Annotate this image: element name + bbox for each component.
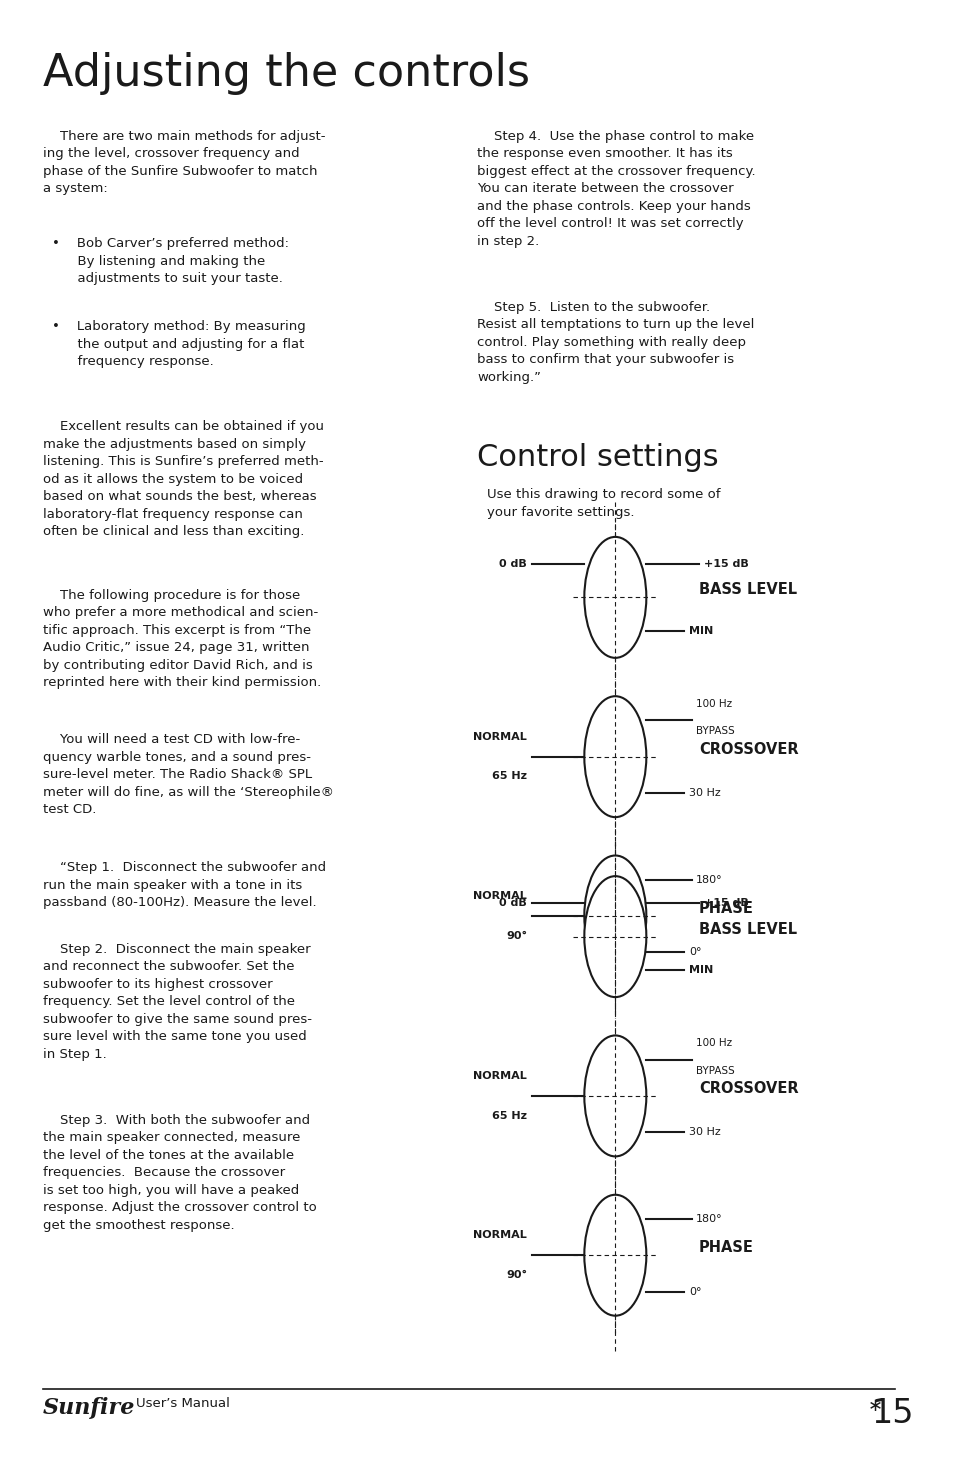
Text: 0°: 0° (688, 947, 701, 957)
Text: 180°: 180° (696, 1214, 721, 1224)
Text: 90°: 90° (505, 931, 526, 941)
Text: PHASE: PHASE (698, 901, 753, 916)
Text: 90°: 90° (505, 1270, 526, 1280)
Text: 30 Hz: 30 Hz (688, 788, 720, 798)
Text: “Step 1.  Disconnect the subwoofer and
run the main speaker with a tone in its
p: “Step 1. Disconnect the subwoofer and ru… (43, 861, 326, 910)
Text: BYPASS: BYPASS (696, 1065, 734, 1075)
Text: 100 Hz: 100 Hz (696, 699, 731, 708)
Text: NORMAL: NORMAL (473, 1230, 526, 1240)
Text: ∗: ∗ (867, 1397, 882, 1415)
Text: BASS LEVEL: BASS LEVEL (698, 922, 796, 937)
Text: 15: 15 (870, 1397, 913, 1429)
Text: You will need a test CD with low-fre-
quency warble tones, and a sound pres-
sur: You will need a test CD with low-fre- qu… (43, 733, 334, 816)
Text: 0°: 0° (688, 1286, 701, 1297)
Text: •    Laboratory method: By measuring
      the output and adjusting for a flat
 : • Laboratory method: By measuring the ou… (52, 320, 306, 369)
Ellipse shape (583, 537, 646, 658)
Text: Adjusting the controls: Adjusting the controls (43, 52, 529, 94)
Text: 180°: 180° (696, 875, 721, 885)
Text: There are two main methods for adjust-
ing the level, crossover frequency and
ph: There are two main methods for adjust- i… (43, 130, 325, 195)
Text: User’s Manual: User’s Manual (136, 1397, 230, 1410)
Text: NORMAL: NORMAL (473, 732, 526, 742)
Text: 0 dB: 0 dB (498, 898, 526, 907)
Text: 30 Hz: 30 Hz (688, 1127, 720, 1137)
Text: 0 dB: 0 dB (498, 559, 526, 568)
Text: Step 2.  Disconnect the main speaker
and reconnect the subwoofer. Set the
subwoo: Step 2. Disconnect the main speaker and … (43, 943, 312, 1061)
Text: Excellent results can be obtained if you
make the adjustments based on simply
li: Excellent results can be obtained if you… (43, 420, 324, 538)
Text: Step 5.  Listen to the subwoofer.
Resist all temptations to turn up the level
co: Step 5. Listen to the subwoofer. Resist … (476, 301, 754, 384)
Text: CROSSOVER: CROSSOVER (698, 1081, 798, 1096)
Ellipse shape (583, 876, 646, 997)
Text: Use this drawing to record some of
your favorite settings.: Use this drawing to record some of your … (486, 488, 720, 519)
Text: 65 Hz: 65 Hz (492, 771, 526, 782)
Text: BYPASS: BYPASS (696, 726, 734, 736)
Text: Sunfire: Sunfire (43, 1397, 135, 1419)
Text: PHASE: PHASE (698, 1240, 753, 1255)
Ellipse shape (583, 1035, 646, 1156)
Text: NORMAL: NORMAL (473, 1071, 526, 1081)
Text: •    Bob Carver’s preferred method:
      By listening and making the
      adju: • Bob Carver’s preferred method: By list… (52, 237, 289, 286)
Text: MIN: MIN (688, 966, 713, 975)
Text: 100 Hz: 100 Hz (696, 1038, 731, 1047)
Text: 65 Hz: 65 Hz (492, 1111, 526, 1121)
Text: MIN: MIN (688, 627, 713, 636)
Ellipse shape (583, 696, 646, 817)
Text: +15 dB: +15 dB (702, 898, 747, 907)
Text: Step 3.  With both the subwoofer and
the main speaker connected, measure
the lev: Step 3. With both the subwoofer and the … (43, 1114, 316, 1232)
Text: Step 4.  Use the phase control to make
the response even smoother. It has its
bi: Step 4. Use the phase control to make th… (476, 130, 755, 248)
Ellipse shape (583, 855, 646, 976)
Text: Control settings: Control settings (476, 442, 718, 472)
Text: BASS LEVEL: BASS LEVEL (698, 583, 796, 597)
Text: +15 dB: +15 dB (702, 559, 747, 568)
Text: NORMAL: NORMAL (473, 891, 526, 901)
Text: CROSSOVER: CROSSOVER (698, 742, 798, 757)
Ellipse shape (583, 1195, 646, 1316)
Text: The following procedure is for those
who prefer a more methodical and scien-
tif: The following procedure is for those who… (43, 589, 321, 689)
